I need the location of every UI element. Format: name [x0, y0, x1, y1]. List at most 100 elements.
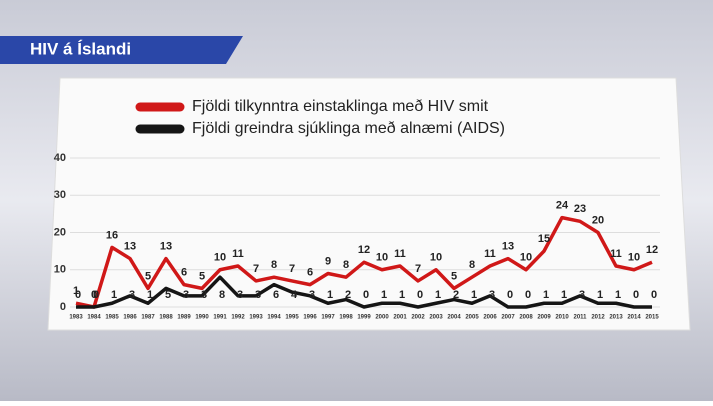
data-label: 3 [579, 289, 585, 301]
x-tick-label: 2011 [573, 315, 587, 321]
x-tick-label: 1999 [357, 315, 371, 321]
x-tick-label: 1996 [303, 315, 317, 321]
data-label: 8 [343, 259, 349, 271]
data-label: 3 [183, 289, 189, 301]
header-banner [0, 36, 243, 64]
data-label: 2 [453, 289, 459, 301]
data-label: 6 [181, 267, 187, 279]
data-label: 11 [232, 248, 244, 260]
data-label: 10 [376, 252, 388, 264]
data-label: 1 [597, 289, 603, 301]
legend-label: Fjöldi tilkynntra einstaklinga með HIV s… [192, 98, 489, 115]
x-tick-label: 1983 [69, 315, 83, 321]
data-label: 0 [525, 289, 531, 301]
data-label: 10 [430, 252, 442, 264]
data-label: 10 [214, 252, 226, 264]
data-label: 1 [327, 289, 333, 301]
data-label: 5 [199, 270, 205, 282]
legend-label: Fjöldi greindra sjúklinga með alnæmi (AI… [192, 120, 505, 137]
x-tick-label: 2015 [645, 315, 659, 321]
data-label: 12 [646, 244, 658, 256]
data-label: 7 [289, 263, 295, 275]
x-tick-label: 2002 [411, 315, 425, 321]
data-label: 1 [435, 289, 441, 301]
data-label: 7 [415, 263, 421, 275]
series-line [76, 275, 652, 309]
x-tick-label: 1986 [123, 315, 137, 321]
x-tick-label: 1997 [321, 315, 335, 321]
data-label: 13 [124, 240, 136, 252]
data-label: 0 [75, 289, 81, 301]
data-label: 13 [502, 240, 514, 252]
data-label: 20 [592, 214, 604, 226]
data-label: 2 [345, 289, 351, 301]
data-label: 1 [615, 289, 621, 301]
data-label: 5 [165, 289, 171, 301]
x-tick-label: 2005 [465, 315, 479, 321]
x-tick-label: 1984 [87, 315, 101, 321]
x-tick-label: 1992 [231, 315, 245, 321]
x-tick-label: 2010 [555, 315, 569, 321]
data-label: 10 [628, 252, 640, 264]
series-line [75, 215, 653, 309]
x-tick-label: 2008 [519, 315, 533, 321]
data-label: 15 [538, 233, 550, 245]
data-label: 3 [489, 289, 495, 301]
data-label: 7 [253, 263, 259, 275]
data-label: 1 [147, 289, 153, 301]
data-label: 1 [111, 289, 117, 301]
data-label: 9 [325, 255, 331, 267]
x-tick-label: 1993 [249, 315, 263, 321]
data-label: 3 [129, 289, 135, 301]
x-tick-label: 2014 [627, 315, 641, 321]
x-tick-label: 1991 [213, 315, 227, 321]
x-tick-label: 2000 [375, 315, 389, 321]
data-label: 11 [610, 248, 622, 260]
y-tick-label: 0 [60, 301, 66, 313]
chart-title: HIV á Íslandi [30, 39, 131, 58]
data-label: 16 [106, 229, 118, 241]
x-tick-label: 1990 [195, 315, 209, 321]
y-tick-label: 40 [54, 152, 66, 164]
data-label: 13 [160, 240, 172, 252]
data-label: 8 [469, 259, 475, 271]
data-label: 23 [574, 203, 586, 215]
data-label: 10 [520, 252, 532, 264]
data-label: 3 [237, 289, 243, 301]
data-label: 0 [363, 289, 369, 301]
y-tick-label: 10 [54, 264, 66, 276]
data-label: 6 [273, 289, 279, 301]
data-label: 0 [91, 289, 97, 301]
data-label: 0 [651, 289, 657, 301]
x-tick-label: 2003 [429, 315, 443, 321]
x-tick-label: 2013 [609, 315, 623, 321]
x-tick-label: 2009 [537, 315, 551, 321]
y-tick-label: 30 [54, 189, 66, 201]
x-tick-label: 1989 [177, 315, 191, 321]
data-label: 0 [417, 289, 423, 301]
data-label: 3 [255, 289, 261, 301]
data-label: 1 [561, 289, 567, 301]
x-tick-label: 1985 [105, 315, 119, 321]
x-tick-label: 1988 [159, 315, 173, 321]
data-label: 3 [201, 289, 207, 301]
data-label: 24 [556, 200, 569, 212]
data-label: 5 [145, 270, 151, 282]
data-label: 6 [307, 267, 313, 279]
data-label: 5 [451, 270, 457, 282]
data-label: 0 [633, 289, 639, 301]
data-label: 1 [73, 285, 79, 297]
x-tick-label: 1994 [267, 315, 281, 321]
x-tick-label: 2006 [483, 315, 497, 321]
data-label: 1 [471, 289, 477, 301]
data-label: 3 [309, 289, 315, 301]
data-label: 1 [543, 289, 549, 301]
data-label: 8 [219, 289, 225, 301]
data-label: 1 [399, 289, 405, 301]
x-tick-label: 2007 [501, 315, 515, 321]
x-tick-label: 1987 [141, 315, 155, 321]
data-label: 1 [381, 289, 387, 301]
x-tick-label: 2004 [447, 315, 461, 321]
data-label: 0 [93, 289, 99, 301]
